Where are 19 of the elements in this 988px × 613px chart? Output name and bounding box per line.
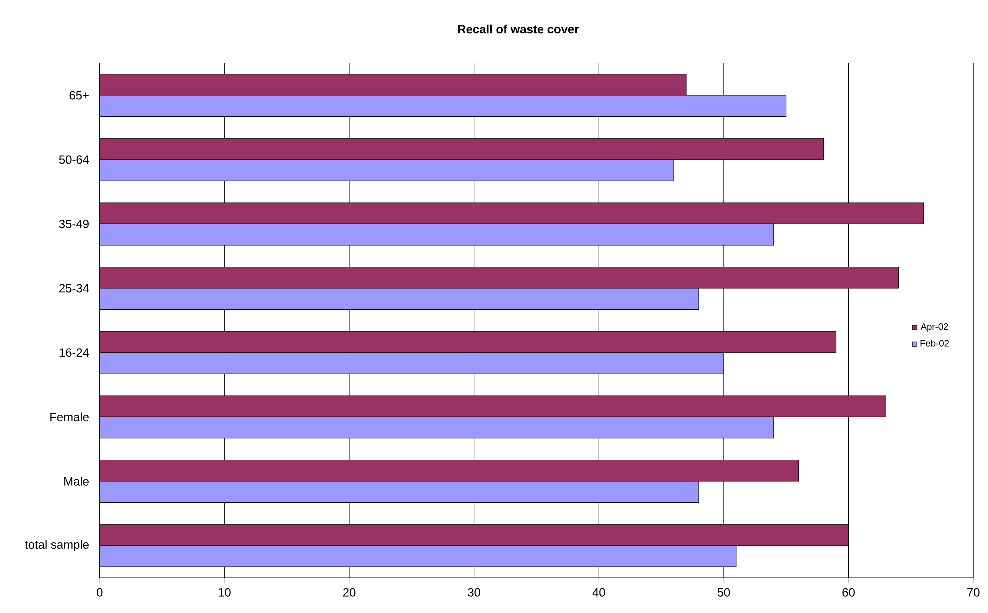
y-tick-label: 25-34 — [60, 284, 90, 293]
legend-label: Feb-02 — [920, 340, 950, 347]
y-tick-label: 65+ — [70, 91, 89, 100]
y-tick-label: 50-64 — [59, 156, 90, 164]
y-tick-label: 35-49 — [59, 220, 89, 228]
y-tick-label: total sample — [25, 540, 89, 552]
y-tick-label: 16-24 — [60, 348, 90, 358]
legend-label: Apr-02 — [920, 324, 948, 332]
x-tick-label: 70 — [968, 588, 980, 597]
x-tick-label: 0 — [97, 588, 103, 597]
x-tick-label: 20 — [343, 588, 356, 597]
x-tick-label: 40 — [592, 588, 606, 597]
y-tick-label: Female — [50, 412, 89, 422]
chart-title: Recall of waste cover — [458, 24, 580, 34]
x-tick-label: 60 — [842, 588, 855, 597]
x-tick-label: 50 — [718, 588, 730, 597]
x-tick-label: 10 — [218, 588, 231, 597]
y-tick-label: Male — [64, 477, 89, 486]
x-tick-label: 30 — [468, 588, 481, 597]
